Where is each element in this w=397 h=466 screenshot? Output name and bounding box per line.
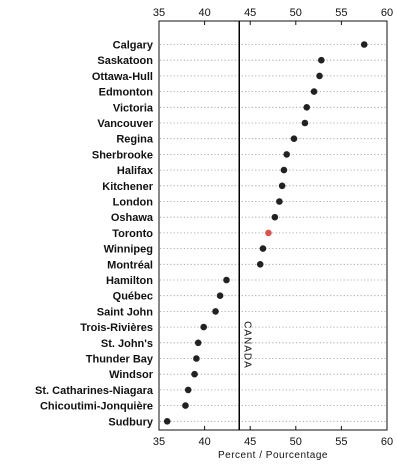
- x-tick-label-bottom: 45: [244, 436, 256, 448]
- category-label: Halifax: [117, 165, 154, 177]
- data-point: [290, 135, 298, 142]
- category-label: London: [113, 197, 154, 209]
- data-point: [310, 88, 318, 95]
- x-tick-label-bottom: 40: [198, 436, 210, 448]
- data-point: [280, 166, 288, 174]
- category-label: Saint John: [97, 306, 154, 318]
- data-point: [318, 56, 325, 64]
- data-point: [182, 402, 189, 409]
- category-label: Edmonton: [99, 87, 154, 99]
- category-labels: Calgary Saskatoon Ottawa-Hull Edmonton Victo…: [35, 40, 154, 429]
- data-point: [259, 245, 267, 252]
- data-point: [278, 182, 286, 190]
- data-point: [163, 418, 171, 425]
- data-point: [200, 323, 207, 331]
- canada-reference-label: CANADA: [241, 321, 252, 369]
- data-point: [256, 261, 264, 268]
- category-label: Québec: [113, 291, 153, 303]
- x-tick-label-bottom: 50: [290, 436, 302, 448]
- category-label: Chicoutimi-Jonquière: [40, 401, 153, 413]
- category-label: Trois-Rivières: [80, 322, 153, 334]
- category-label: Kitchener: [102, 181, 153, 193]
- x-tick-label-top: 60: [381, 7, 393, 19]
- reference-layer: CANADA: [238, 21, 252, 430]
- data-point: [223, 276, 230, 284]
- data-point: [301, 119, 309, 127]
- category-label: Regina: [116, 134, 154, 146]
- x-tick-label-top: 50: [290, 7, 302, 19]
- category-label: Montréal: [107, 259, 153, 271]
- x-tick-label-top: 55: [335, 7, 347, 19]
- category-label: Vancouver: [97, 118, 153, 130]
- data-point-highlight: [265, 229, 272, 237]
- category-label: Sherbrooke: [92, 149, 153, 161]
- x-tick-label-top: 45: [244, 7, 256, 19]
- category-label: St. Catharines-Niagara: [35, 385, 154, 397]
- data-point: [360, 41, 368, 48]
- data-point: [283, 151, 290, 158]
- data-point: [212, 308, 219, 315]
- category-label: Winnipeg: [104, 244, 153, 256]
- category-label: St. John's: [101, 338, 153, 350]
- category-label: Hamilton: [106, 275, 153, 287]
- data-point: [191, 370, 198, 378]
- data-point: [184, 386, 192, 394]
- data-point: [316, 72, 323, 80]
- x-tick-label-bottom: 35: [153, 436, 165, 448]
- category-label: Toronto: [112, 228, 153, 240]
- data-point: [194, 339, 202, 347]
- data-point: [276, 198, 283, 205]
- category-label: Victoria: [113, 102, 154, 114]
- x-tick-label-bottom: 60: [381, 436, 393, 448]
- plot-frame: [158, 20, 388, 431]
- data-point: [193, 355, 200, 362]
- tick-layer: 35 35 40 40 45 45 50 50 55 55 60 60: [153, 7, 393, 448]
- x-tick-label-top: 35: [153, 7, 165, 19]
- category-label: Calgary: [113, 40, 154, 52]
- data-points: [163, 41, 368, 425]
- category-label: Oshawa: [111, 212, 154, 224]
- x-tick-label-top: 40: [198, 7, 210, 19]
- category-label: Sudbury: [108, 416, 153, 428]
- category-label: Thunder Bay: [86, 354, 154, 366]
- data-point: [303, 104, 311, 111]
- data-point: [216, 292, 224, 300]
- category-label: Ottawa-Hull: [92, 71, 153, 83]
- category-label: Saskatoon: [97, 55, 153, 67]
- category-label: Windsor: [109, 369, 154, 381]
- x-axis-title: Percent / Pourcentage: [218, 450, 328, 461]
- grid-layer: [160, 44, 386, 422]
- data-point: [271, 213, 279, 221]
- x-tick-label-bottom: 55: [335, 436, 347, 448]
